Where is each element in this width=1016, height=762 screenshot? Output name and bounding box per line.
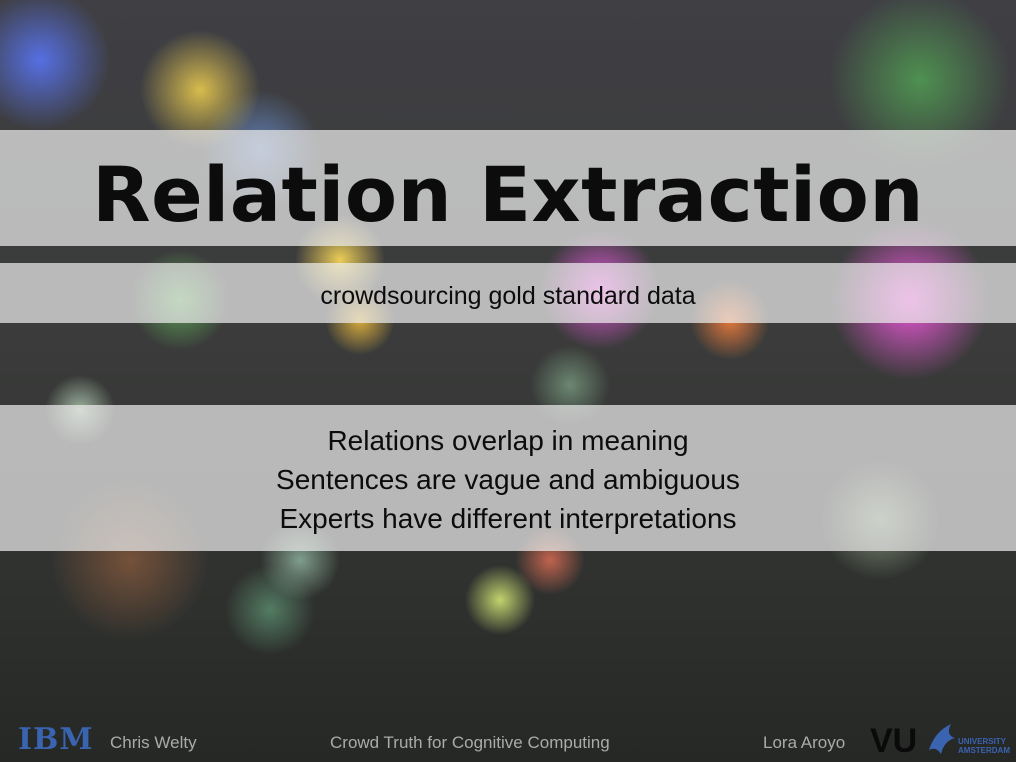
- slide-subtitle: crowdsourcing gold standard data: [320, 282, 696, 310]
- vu-griffin-icon: [929, 724, 955, 754]
- slide-title: Relation Extraction: [92, 150, 924, 239]
- title-band: [0, 130, 1016, 246]
- footer-author: Lora Aroyo: [763, 733, 846, 752]
- vu-logo-text: UNIVERSITY: [958, 737, 1007, 746]
- body-line: Experts have different interpretations: [279, 503, 737, 534]
- footer-title: Crowd Truth for Cognitive Computing: [330, 733, 610, 752]
- subtitle-band: [0, 263, 1016, 323]
- vu-logo-text: AMSTERDAM: [958, 746, 1010, 755]
- body-line: Relations overlap in meaning: [327, 425, 689, 456]
- body-band: [0, 405, 1016, 551]
- footer-author: Chris Welty: [110, 733, 197, 752]
- ibm-logo: IBM: [18, 722, 94, 757]
- griffin-shape: [929, 724, 955, 754]
- body-line: Sentences are vague and ambiguous: [276, 464, 740, 495]
- vu-logo: VU: [870, 722, 918, 760]
